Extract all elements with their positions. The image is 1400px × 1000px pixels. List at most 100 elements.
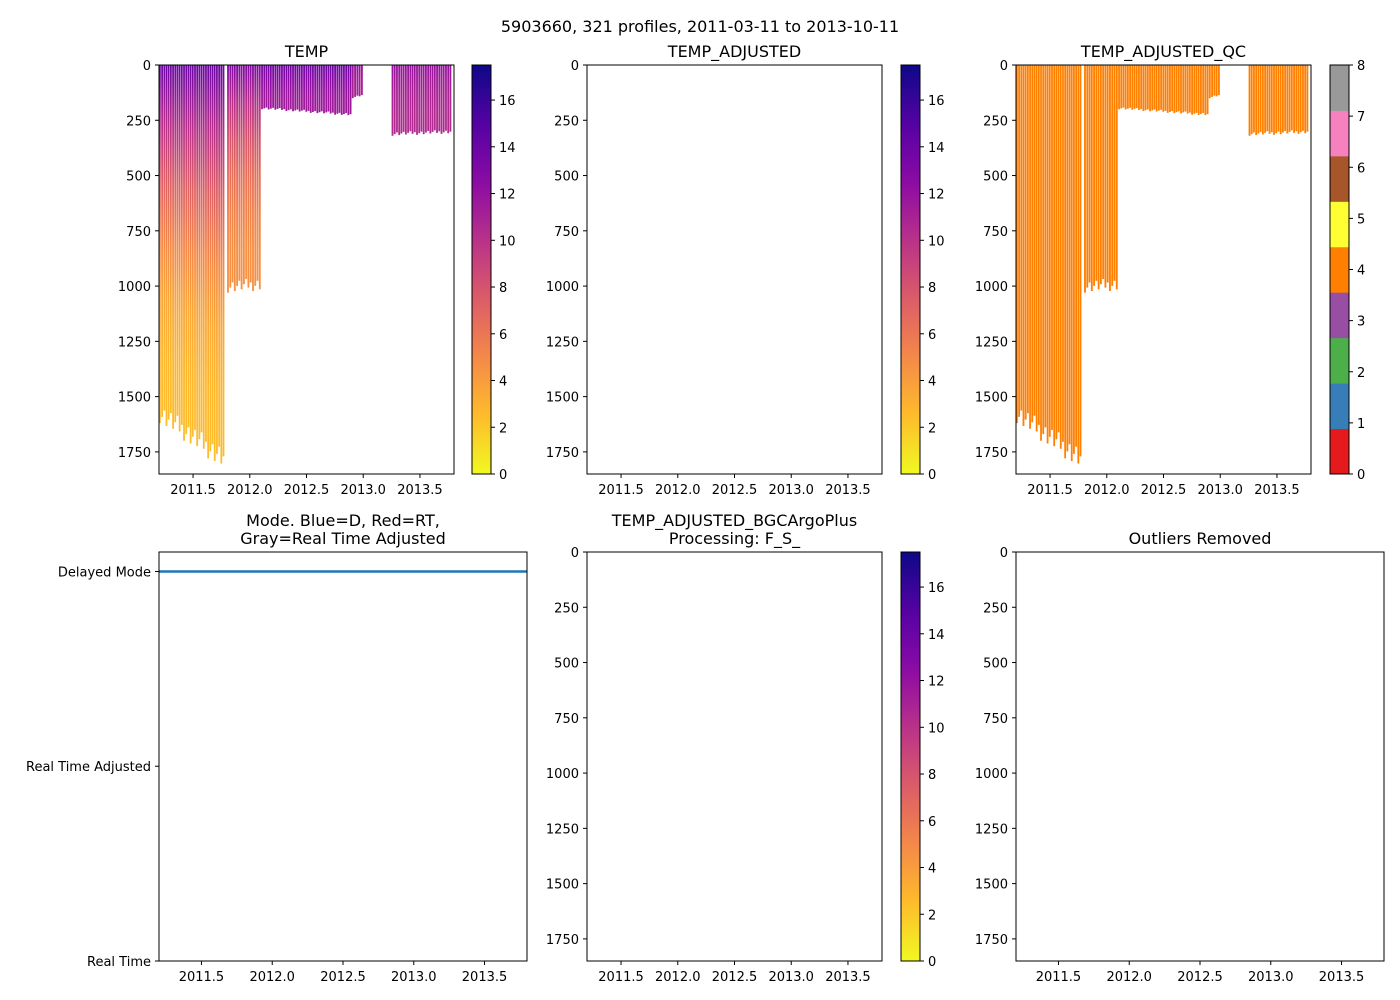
profile-column (1213, 65, 1216, 96)
profile-column (167, 65, 170, 420)
profile-column (200, 65, 203, 433)
profile-column (320, 65, 323, 112)
y-tick-label: 1500 (546, 391, 579, 406)
profile-column (1062, 65, 1064, 442)
colorbar-tick-label: 4 (499, 375, 507, 390)
y-tick-label: 750 (983, 712, 1008, 727)
profile-column (1177, 65, 1180, 112)
profile-column (1255, 65, 1258, 136)
profile-column (242, 65, 245, 285)
y-tick-label: 1750 (546, 933, 579, 948)
y-tick-label: 1500 (118, 391, 151, 406)
profile-column (272, 65, 274, 108)
x-tick-label: 2013.0 (1248, 970, 1294, 985)
profile-column (1259, 65, 1262, 132)
profile-column (220, 65, 223, 464)
colorbar-tick-label: 16 (499, 94, 516, 109)
profile-column (1129, 65, 1131, 108)
profile-column (1169, 65, 1171, 112)
profile-column (354, 65, 357, 97)
panel-title: TEMP_ADJUSTED_QC (1080, 42, 1246, 62)
profile-column (254, 65, 257, 286)
y-tick-label: 0 (571, 546, 579, 561)
profile-column (229, 65, 232, 288)
profile-column (261, 65, 263, 110)
y-tick-label: 750 (983, 225, 1008, 240)
colorbar-tick-label: 4 (1357, 264, 1365, 279)
colorbar-tick-label: 8 (499, 281, 507, 296)
y-tick-label: 0 (1000, 546, 1008, 561)
colorbar-tick-label: 8 (928, 281, 936, 296)
profile-column (1111, 65, 1114, 286)
profile-column (1164, 65, 1167, 111)
profile-column (411, 65, 414, 134)
x-tick-label: 2013.5 (825, 483, 871, 498)
profile-column (231, 65, 234, 283)
profile-column (1153, 65, 1156, 110)
profile-column (1253, 65, 1255, 133)
profile-column (1044, 65, 1047, 428)
profile-column (1068, 65, 1071, 445)
y-tick-label: 1750 (546, 446, 579, 461)
profile-column (1208, 65, 1211, 99)
profile-column (402, 65, 405, 132)
profile-column (1197, 65, 1200, 115)
profile-column (1175, 65, 1178, 113)
colorbar-tick-label: 4 (928, 375, 936, 390)
profile-column (1304, 65, 1307, 134)
profile-column (1182, 65, 1185, 113)
profile-column (1217, 65, 1220, 96)
profile-column (1026, 65, 1029, 414)
profile-column (1055, 65, 1058, 440)
profile-column (1144, 65, 1147, 111)
profile-column (1149, 65, 1151, 112)
profile-column (1086, 65, 1089, 288)
profile-column (247, 65, 250, 288)
profile-column (1053, 65, 1056, 447)
y-tick-label: 1250 (975, 822, 1008, 837)
colorbar-segment (1330, 292, 1349, 339)
profile-column (396, 65, 398, 133)
profile-column (258, 65, 261, 290)
y-tick-label: 1000 (546, 280, 579, 295)
profile-column (316, 65, 319, 114)
y-tick-label: 250 (983, 601, 1008, 616)
profile-column (1131, 65, 1134, 110)
profile-column (189, 65, 192, 444)
profile-column (180, 65, 183, 425)
profile-column (340, 65, 343, 115)
profile-column (1073, 65, 1075, 454)
profile-column (169, 65, 172, 414)
profile-column (1118, 65, 1120, 110)
profile-column (422, 65, 425, 135)
profile-column (440, 65, 443, 134)
profile-column (323, 65, 325, 114)
x-tick-label: 2012.5 (320, 970, 366, 985)
profile-column (436, 65, 438, 133)
panel-temp: 2011.5 2012.0 2012.5 2013.0 2013.5 0 250 500 750… (118, 42, 516, 498)
profile-column (1146, 65, 1149, 110)
profile-column (1033, 65, 1036, 416)
profile-column (205, 65, 207, 442)
y-tick-label: 1000 (546, 767, 579, 782)
y-tick-label: 1500 (546, 878, 579, 893)
profile-column (296, 65, 299, 110)
profile-column (1195, 65, 1198, 113)
profile-column (267, 65, 270, 110)
x-tick-label: 2011.5 (598, 970, 644, 985)
profile-column (1142, 65, 1145, 112)
colorbar-segment (1330, 65, 1349, 111)
panel-title: Gray=Real Time Adjusted (240, 529, 446, 548)
profile-column (274, 65, 277, 110)
figure-title: 5903660, 321 profiles, 2011-03-11 to 201… (501, 17, 899, 36)
panel-bgc: 2011.5 2012.0 2012.5 2013.0 2013.5 0 250 500 750… (546, 511, 945, 985)
profile-column (420, 65, 423, 132)
profile-column (325, 65, 328, 113)
colorbar-tick-label: 16 (928, 581, 945, 596)
profile-column (216, 65, 218, 454)
profile-column (1035, 65, 1038, 432)
profile-column (263, 65, 266, 109)
profile-column (347, 65, 350, 116)
profile-column (1095, 65, 1098, 281)
profile-column (174, 65, 177, 423)
